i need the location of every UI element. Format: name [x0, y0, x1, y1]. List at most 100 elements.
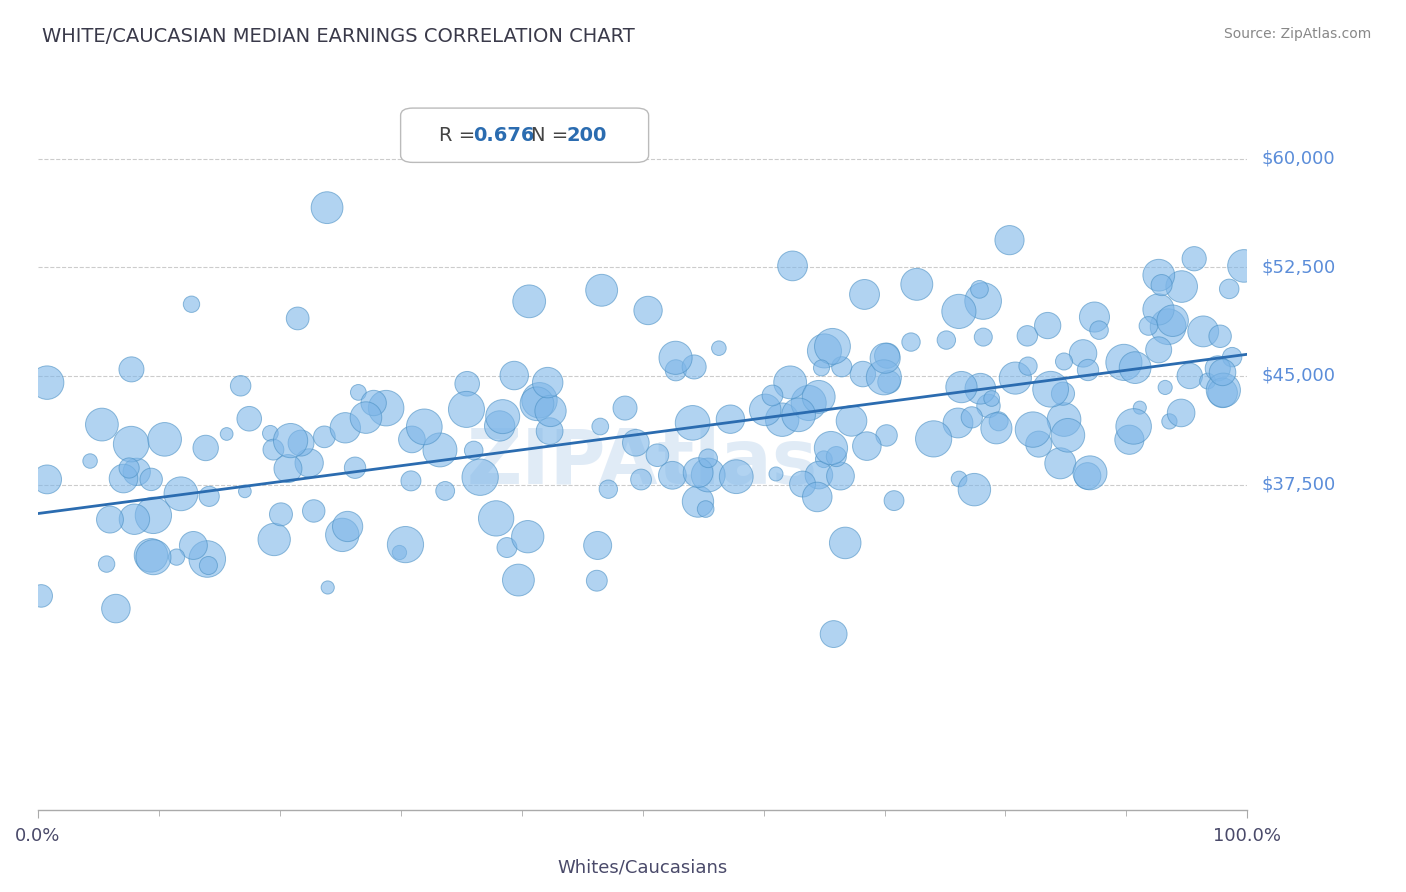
Point	[37, 472, 59, 486]
Point	[695, 502, 717, 516]
Point	[347, 385, 370, 400]
Point	[456, 402, 478, 417]
Point	[316, 201, 339, 215]
X-axis label: Whites/Caucasians: Whites/Caucasians	[557, 859, 728, 877]
Text: WHITE/CAUCASIAN MEDIAN EARNINGS CORRELATION CHART: WHITE/CAUCASIAN MEDIAN EARNINGS CORRELAT…	[42, 27, 636, 45]
Point	[1112, 355, 1135, 369]
Point	[853, 287, 876, 301]
Point	[707, 341, 730, 355]
Point	[120, 362, 142, 376]
Point	[270, 508, 292, 522]
Point	[330, 528, 353, 542]
Point	[980, 392, 1002, 406]
Point	[1083, 310, 1105, 324]
Point	[120, 437, 142, 451]
Point	[1071, 346, 1094, 360]
Point	[1137, 318, 1160, 333]
Point	[195, 552, 218, 566]
Point	[725, 469, 748, 483]
Point	[1209, 329, 1232, 343]
Point	[972, 330, 994, 344]
Point	[354, 410, 377, 425]
Point	[540, 404, 562, 418]
Point	[792, 477, 814, 491]
Point	[336, 519, 359, 533]
Point	[1076, 469, 1098, 483]
Point	[1049, 456, 1071, 470]
Point	[688, 466, 710, 480]
Point	[630, 473, 652, 487]
Point	[754, 403, 776, 417]
Point	[624, 435, 647, 450]
Point	[598, 482, 620, 496]
Point	[277, 461, 299, 475]
Point	[905, 277, 928, 292]
Point	[401, 433, 423, 447]
Point	[1147, 268, 1170, 283]
Point	[492, 409, 515, 424]
Point	[1057, 428, 1080, 442]
Text: N =: N =	[531, 126, 575, 145]
Point	[682, 416, 704, 430]
Point	[770, 412, 793, 426]
Point	[813, 452, 835, 467]
Point	[1150, 278, 1173, 293]
Point	[589, 419, 612, 434]
Point	[825, 450, 848, 464]
Point	[586, 538, 609, 552]
Point	[197, 558, 219, 573]
Point	[388, 545, 411, 559]
Point	[516, 530, 538, 544]
Point	[394, 538, 416, 552]
Point	[1118, 433, 1140, 447]
Point	[1004, 371, 1026, 385]
Text: $52,500: $52,500	[1263, 259, 1336, 277]
Point	[969, 382, 991, 396]
Point	[787, 408, 810, 422]
Point	[765, 467, 787, 481]
Point	[118, 461, 141, 475]
Point	[104, 601, 127, 615]
Point	[948, 304, 970, 318]
Point	[986, 421, 1008, 435]
Point	[399, 474, 422, 488]
Point	[142, 508, 165, 523]
Point	[813, 343, 835, 358]
Point	[429, 442, 451, 457]
Point	[665, 363, 688, 377]
Point	[963, 483, 986, 497]
Point	[1036, 318, 1059, 333]
Point	[238, 411, 260, 425]
Point	[37, 376, 59, 390]
Point	[1129, 401, 1152, 415]
Point	[538, 424, 561, 438]
Point	[153, 433, 176, 447]
Point	[508, 573, 530, 587]
Point	[463, 443, 485, 458]
Point	[877, 375, 900, 389]
Point	[661, 468, 683, 483]
Point	[977, 399, 1000, 413]
Point	[302, 504, 325, 518]
Point	[63, 855, 86, 869]
Point	[262, 442, 284, 457]
Point	[139, 549, 162, 563]
Point	[198, 489, 221, 503]
Point	[779, 376, 801, 390]
Point	[856, 439, 879, 453]
Point	[950, 380, 973, 394]
Point	[1170, 279, 1192, 293]
Point	[987, 414, 1010, 428]
Text: $37,500: $37,500	[1263, 475, 1336, 493]
Point	[1078, 466, 1101, 480]
Point	[875, 351, 897, 366]
FancyBboxPatch shape	[401, 108, 648, 162]
Point	[831, 359, 853, 374]
Point	[96, 557, 118, 571]
Point	[263, 533, 285, 547]
Point	[683, 359, 706, 374]
Point	[287, 311, 309, 326]
Point	[1039, 382, 1062, 396]
Point	[823, 627, 845, 641]
Point	[183, 539, 205, 553]
